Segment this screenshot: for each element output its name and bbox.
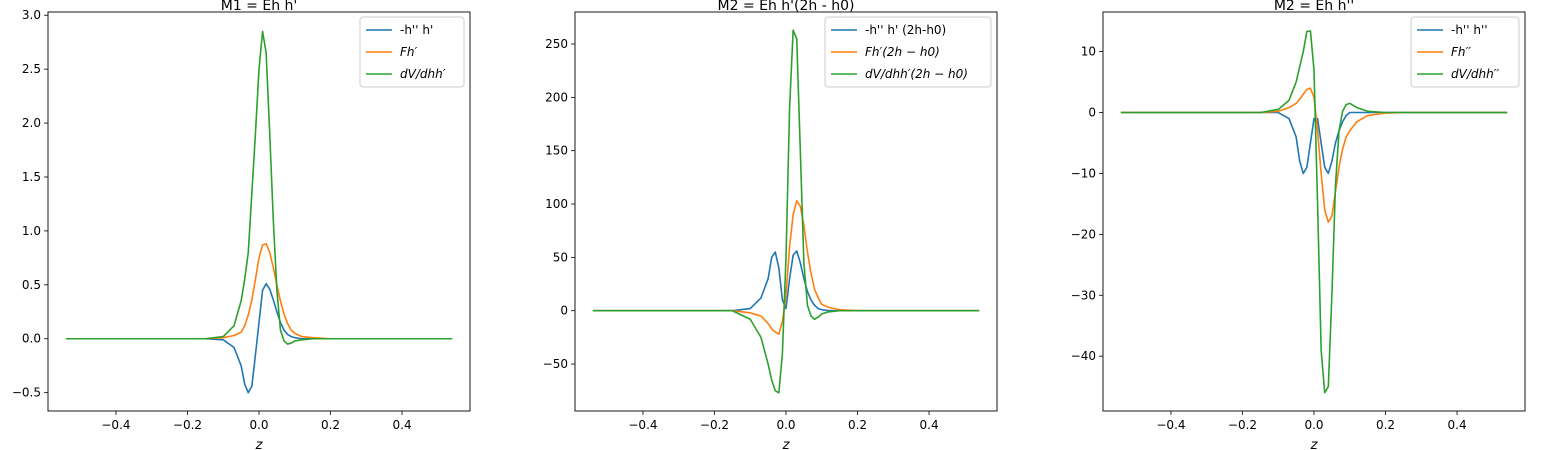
subplot-3: M2 = Eh h'' −0.4 −0.2 0.0 0.2 0.4 −40 −30 −20 −10… — [1071, 0, 1526, 450]
x-tick-label: −0.4 — [628, 418, 657, 432]
subplot-title: M1 = Eh h' — [221, 0, 298, 14]
series-line-2 — [1120, 87, 1508, 223]
legend-label-1: -h'' h' — [400, 23, 433, 37]
y-tick-label: 1.5 — [22, 170, 41, 184]
x-tick-label: −0.2 — [1228, 418, 1257, 432]
legend-label-1: -h'' h' (2h-h0) — [865, 23, 946, 37]
x-tick-label: 0.2 — [321, 418, 340, 432]
series-line-2 — [65, 243, 453, 340]
y-tick-label: 0.5 — [22, 278, 41, 292]
subplot-title: M2 = Eh h'' — [1274, 0, 1354, 14]
y-tick-label: 10 — [1081, 45, 1096, 59]
y-tick-label: 150 — [545, 144, 568, 158]
y-tick-label: −0.5 — [12, 386, 41, 400]
subplot-1: M1 = Eh h' −0.4 −0.2 0.0 0.2 0.4 −0.5 0.0 0.5 1.0… — [12, 0, 471, 450]
x-tick-label: 0.0 — [1304, 418, 1323, 432]
x-tick-label: −0.4 — [1156, 418, 1185, 432]
legend: -h'' h' Fh′ dV/dhh′ — [359, 16, 465, 88]
x-tick-label: 0.0 — [776, 418, 795, 432]
y-tick-label: −50 — [543, 357, 568, 371]
legend-label-3: dV/dhh′(2h − h0) — [865, 67, 968, 81]
x-tick-label: −0.4 — [101, 418, 130, 432]
y-tick-label: 0 — [560, 304, 568, 318]
legend-label-1: -h'' h'' — [1451, 23, 1488, 37]
y-tick-label: −40 — [1071, 349, 1096, 363]
legend-label-3: dV/dhh′ — [400, 67, 446, 81]
x-axis-label: z — [782, 438, 791, 450]
x-axis-label: z — [1310, 438, 1319, 450]
y-tick-label: 0 — [1088, 106, 1096, 120]
y-tick-label: −10 — [1071, 166, 1096, 180]
legend-label-2: Fh′(2h − h0) — [865, 45, 940, 59]
x-axis-label: z — [255, 438, 264, 450]
series-line-1 — [592, 250, 980, 312]
y-tick-label: 200 — [545, 90, 568, 104]
series-line-2 — [592, 200, 980, 335]
subplot-2: M2 = Eh h'(2h - h0) −0.4 −0.2 0.0 0.2 0.4 −50 0… — [543, 0, 998, 450]
y-tick-label: 0.0 — [22, 332, 41, 346]
series-line-3 — [65, 30, 453, 345]
y-tick-label: 100 — [545, 197, 568, 211]
legend-label-3: dV/dhh′′ — [1451, 67, 1499, 81]
series-line-1 — [65, 282, 453, 394]
x-tick-label: 0.4 — [920, 418, 939, 432]
x-tick-label: 0.0 — [249, 418, 268, 432]
legend: -h'' h' (2h-h0) Fh′(2h − h0) dV/dhh′(2h − … — [824, 16, 992, 88]
series-line-3 — [592, 29, 980, 394]
y-tick-label: 1.0 — [22, 224, 41, 238]
legend-label-2: Fh′′ — [1451, 45, 1471, 59]
x-tick-label: 0.4 — [393, 418, 412, 432]
legend-box — [824, 16, 992, 88]
y-tick-label: −30 — [1071, 288, 1096, 302]
y-tick-label: 2.5 — [22, 62, 41, 76]
subplot-title: M2 = Eh h'(2h - h0) — [718, 0, 855, 14]
x-tick-label: 0.2 — [848, 418, 867, 432]
legend: -h'' h'' Fh′′ dV/dhh′′ — [1410, 16, 1520, 88]
y-tick-label: 3.0 — [22, 8, 41, 22]
x-tick-label: −0.2 — [700, 418, 729, 432]
series-line-3 — [1120, 30, 1508, 394]
x-tick-label: 0.2 — [1376, 418, 1395, 432]
x-tick-label: 0.4 — [1448, 418, 1467, 432]
legend-box — [1410, 16, 1520, 88]
x-tick-label: −0.2 — [173, 418, 202, 432]
y-tick-label: 50 — [553, 250, 568, 264]
series-line-1 — [1120, 111, 1508, 175]
y-tick-label: 250 — [545, 37, 568, 51]
y-tick-label: −20 — [1071, 227, 1096, 241]
legend-label-2: Fh′ — [400, 45, 418, 59]
y-tick-label: 2.0 — [22, 116, 41, 130]
legend-box — [359, 16, 465, 88]
